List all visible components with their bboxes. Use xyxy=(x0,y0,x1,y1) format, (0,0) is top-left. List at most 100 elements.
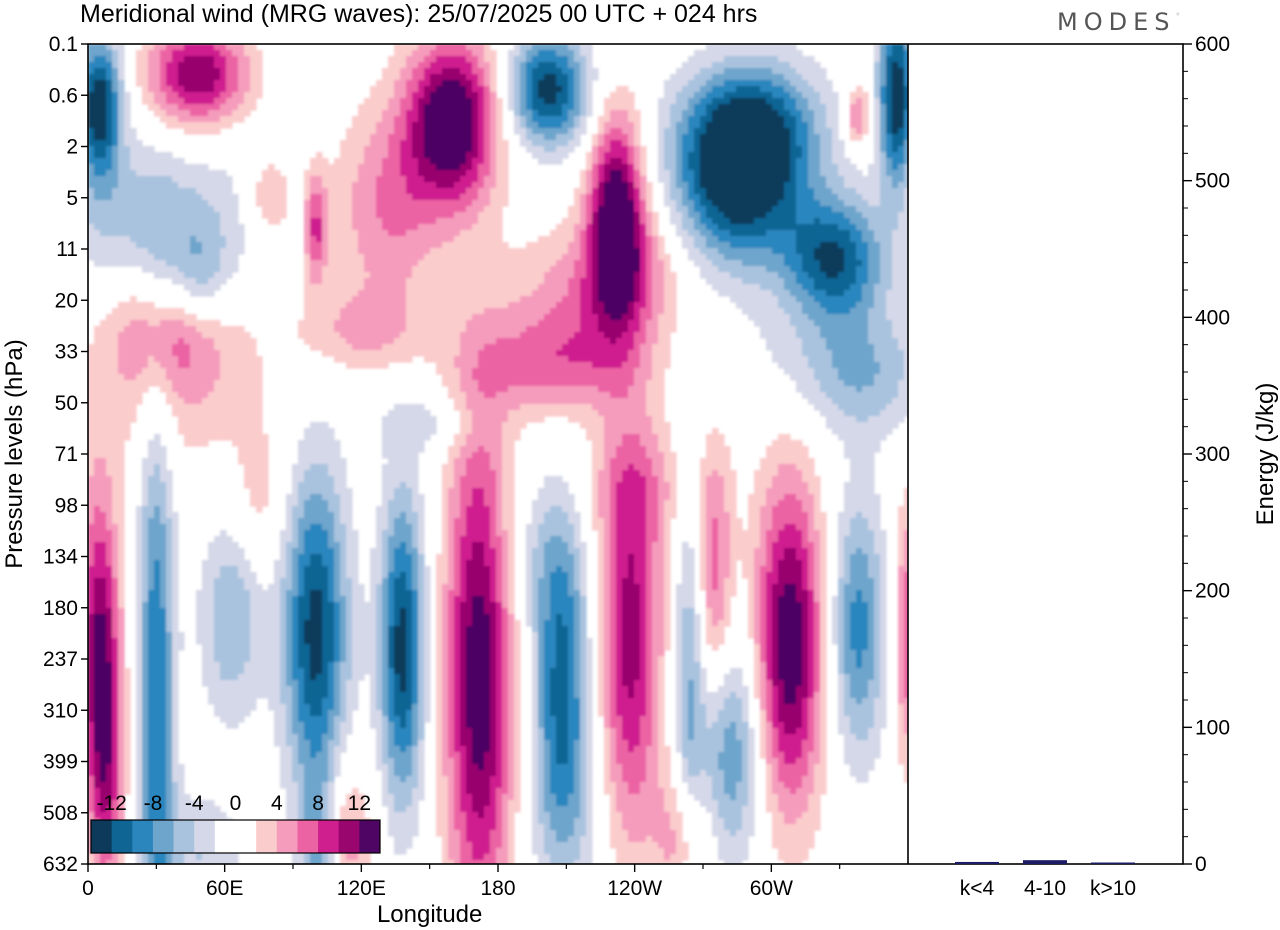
heat-cell xyxy=(580,308,587,315)
heat-cell xyxy=(208,326,215,333)
heat-cell xyxy=(664,134,671,141)
heat-cell xyxy=(772,44,779,51)
heat-cell xyxy=(556,68,563,75)
heat-cell xyxy=(610,122,617,129)
heat-cell xyxy=(478,200,485,207)
heat-cell xyxy=(670,320,677,327)
heat-cell xyxy=(694,74,701,81)
heat-cell xyxy=(874,218,881,225)
heat-cell xyxy=(472,320,479,327)
heat-cell xyxy=(484,278,491,285)
heat-cell xyxy=(556,248,563,255)
heat-cell xyxy=(784,62,791,69)
heat-cell xyxy=(214,278,221,285)
heat-cell xyxy=(274,176,281,183)
heat-cell xyxy=(358,272,365,279)
heat-cell xyxy=(682,230,689,237)
heat-cell xyxy=(730,164,737,171)
heat-cell xyxy=(634,236,641,243)
heat-cell xyxy=(586,56,593,63)
heat-cell xyxy=(736,248,743,255)
heat-cell xyxy=(700,272,707,279)
heat-cell xyxy=(460,182,467,189)
heat-cell xyxy=(256,56,263,63)
heat-cell xyxy=(196,164,203,171)
heat-cell xyxy=(364,290,371,297)
heat-cell xyxy=(670,116,677,123)
heat-cell xyxy=(388,314,395,321)
heat-cell xyxy=(544,152,551,159)
heat-cell xyxy=(490,170,497,177)
heat-cell xyxy=(310,260,317,267)
heat-cell xyxy=(760,308,767,315)
heat-cell xyxy=(478,80,485,87)
heat-cell xyxy=(700,212,707,219)
heat-cell xyxy=(604,284,611,291)
heat-cell xyxy=(790,278,797,285)
heat-cell xyxy=(226,110,233,117)
heat-cell xyxy=(382,296,389,303)
heat-cell xyxy=(334,188,341,195)
heat-cell xyxy=(340,284,347,291)
heat-cell xyxy=(430,134,437,141)
heat-cell xyxy=(100,200,107,207)
heat-cell xyxy=(478,290,485,297)
heat-cell xyxy=(238,242,245,249)
heat-cell xyxy=(724,290,731,297)
heat-cell xyxy=(172,314,179,321)
heat-cell xyxy=(712,278,719,285)
heat-cell xyxy=(700,182,707,189)
heat-cell xyxy=(574,314,581,321)
heat-cell xyxy=(532,128,539,135)
heat-cell xyxy=(400,164,407,171)
heat-cell xyxy=(352,242,359,249)
heat-cell xyxy=(244,92,251,99)
heat-cell xyxy=(544,104,551,111)
heat-cell xyxy=(370,182,377,189)
heat-cell xyxy=(208,104,215,111)
heat-cell xyxy=(442,242,449,249)
heat-cell xyxy=(220,182,227,189)
heat-cell xyxy=(106,44,113,51)
heat-cell xyxy=(622,260,629,267)
heat-cell xyxy=(376,230,383,237)
heat-cell xyxy=(466,308,473,315)
heat-cell xyxy=(310,176,317,183)
heat-cell xyxy=(538,284,545,291)
heat-cell xyxy=(658,296,665,303)
heat-cell xyxy=(124,152,131,159)
heat-cell xyxy=(142,260,149,267)
heat-cell xyxy=(130,188,137,195)
heat-cell xyxy=(376,278,383,285)
heat-cell xyxy=(832,200,839,207)
heat-cell xyxy=(88,200,95,207)
heat-cell xyxy=(346,182,353,189)
heat-cell xyxy=(700,140,707,147)
heat-cell xyxy=(484,266,491,273)
heat-cell xyxy=(112,116,119,123)
heat-cell xyxy=(436,152,443,159)
heat-cell xyxy=(880,68,887,75)
heat-cell xyxy=(202,176,209,183)
heat-cell xyxy=(190,320,197,327)
heat-cell xyxy=(484,68,491,75)
heat-cell xyxy=(874,50,881,57)
heat-cell xyxy=(202,68,209,75)
heat-cell xyxy=(826,92,833,99)
heat-cell xyxy=(406,50,413,57)
heat-cell xyxy=(616,218,623,225)
heat-cell xyxy=(514,290,521,297)
heat-cell xyxy=(508,56,515,63)
heat-cell xyxy=(766,272,773,279)
heat-cell xyxy=(706,242,713,249)
heat-cell xyxy=(874,200,881,207)
heat-cell xyxy=(532,254,539,261)
heat-cell xyxy=(856,260,863,267)
heat-cell xyxy=(814,206,821,213)
heat-cell xyxy=(130,260,137,267)
heat-cell xyxy=(496,206,503,213)
heat-cell xyxy=(148,164,155,171)
heat-cell xyxy=(334,158,341,165)
heat-cell xyxy=(646,272,653,279)
heat-cell xyxy=(142,248,149,255)
